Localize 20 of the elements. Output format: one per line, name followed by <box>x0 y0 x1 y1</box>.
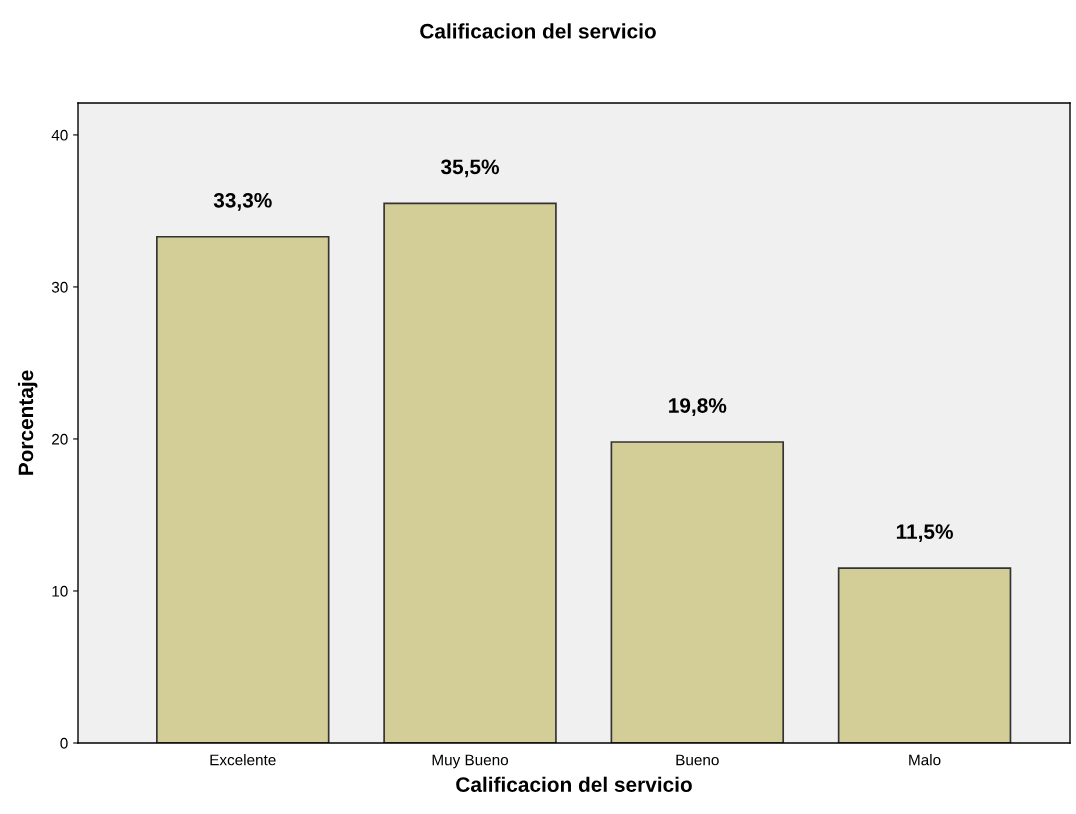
x-tick-label: Malo <box>909 754 941 766</box>
y-tick-label: 0 <box>60 737 68 749</box>
x-tick-label: Muy Bueno <box>432 754 509 769</box>
chart-title: Calificacion del servicio <box>420 23 656 39</box>
bar <box>837 567 1012 743</box>
x-axis-title: Calificacion del servicio <box>456 776 692 792</box>
y-tick-label: 10 <box>52 585 68 597</box>
data-label: 19,8% <box>669 398 727 416</box>
y-tick-label: 20 <box>52 433 68 445</box>
y-tick-label: 30 <box>51 281 68 293</box>
y-tick-label: 40 <box>51 129 68 141</box>
x-tick-label: Excelente <box>210 754 276 766</box>
data-label: 11,5% <box>896 524 953 543</box>
data-label: 35,5% <box>440 159 500 178</box>
bar <box>383 202 557 743</box>
data-label: 33,3% <box>213 192 272 211</box>
bar <box>610 441 785 743</box>
bar <box>156 235 330 743</box>
y-axis-title: Porcentaje <box>17 370 38 475</box>
x-tick-label: Bueno <box>676 754 719 766</box>
